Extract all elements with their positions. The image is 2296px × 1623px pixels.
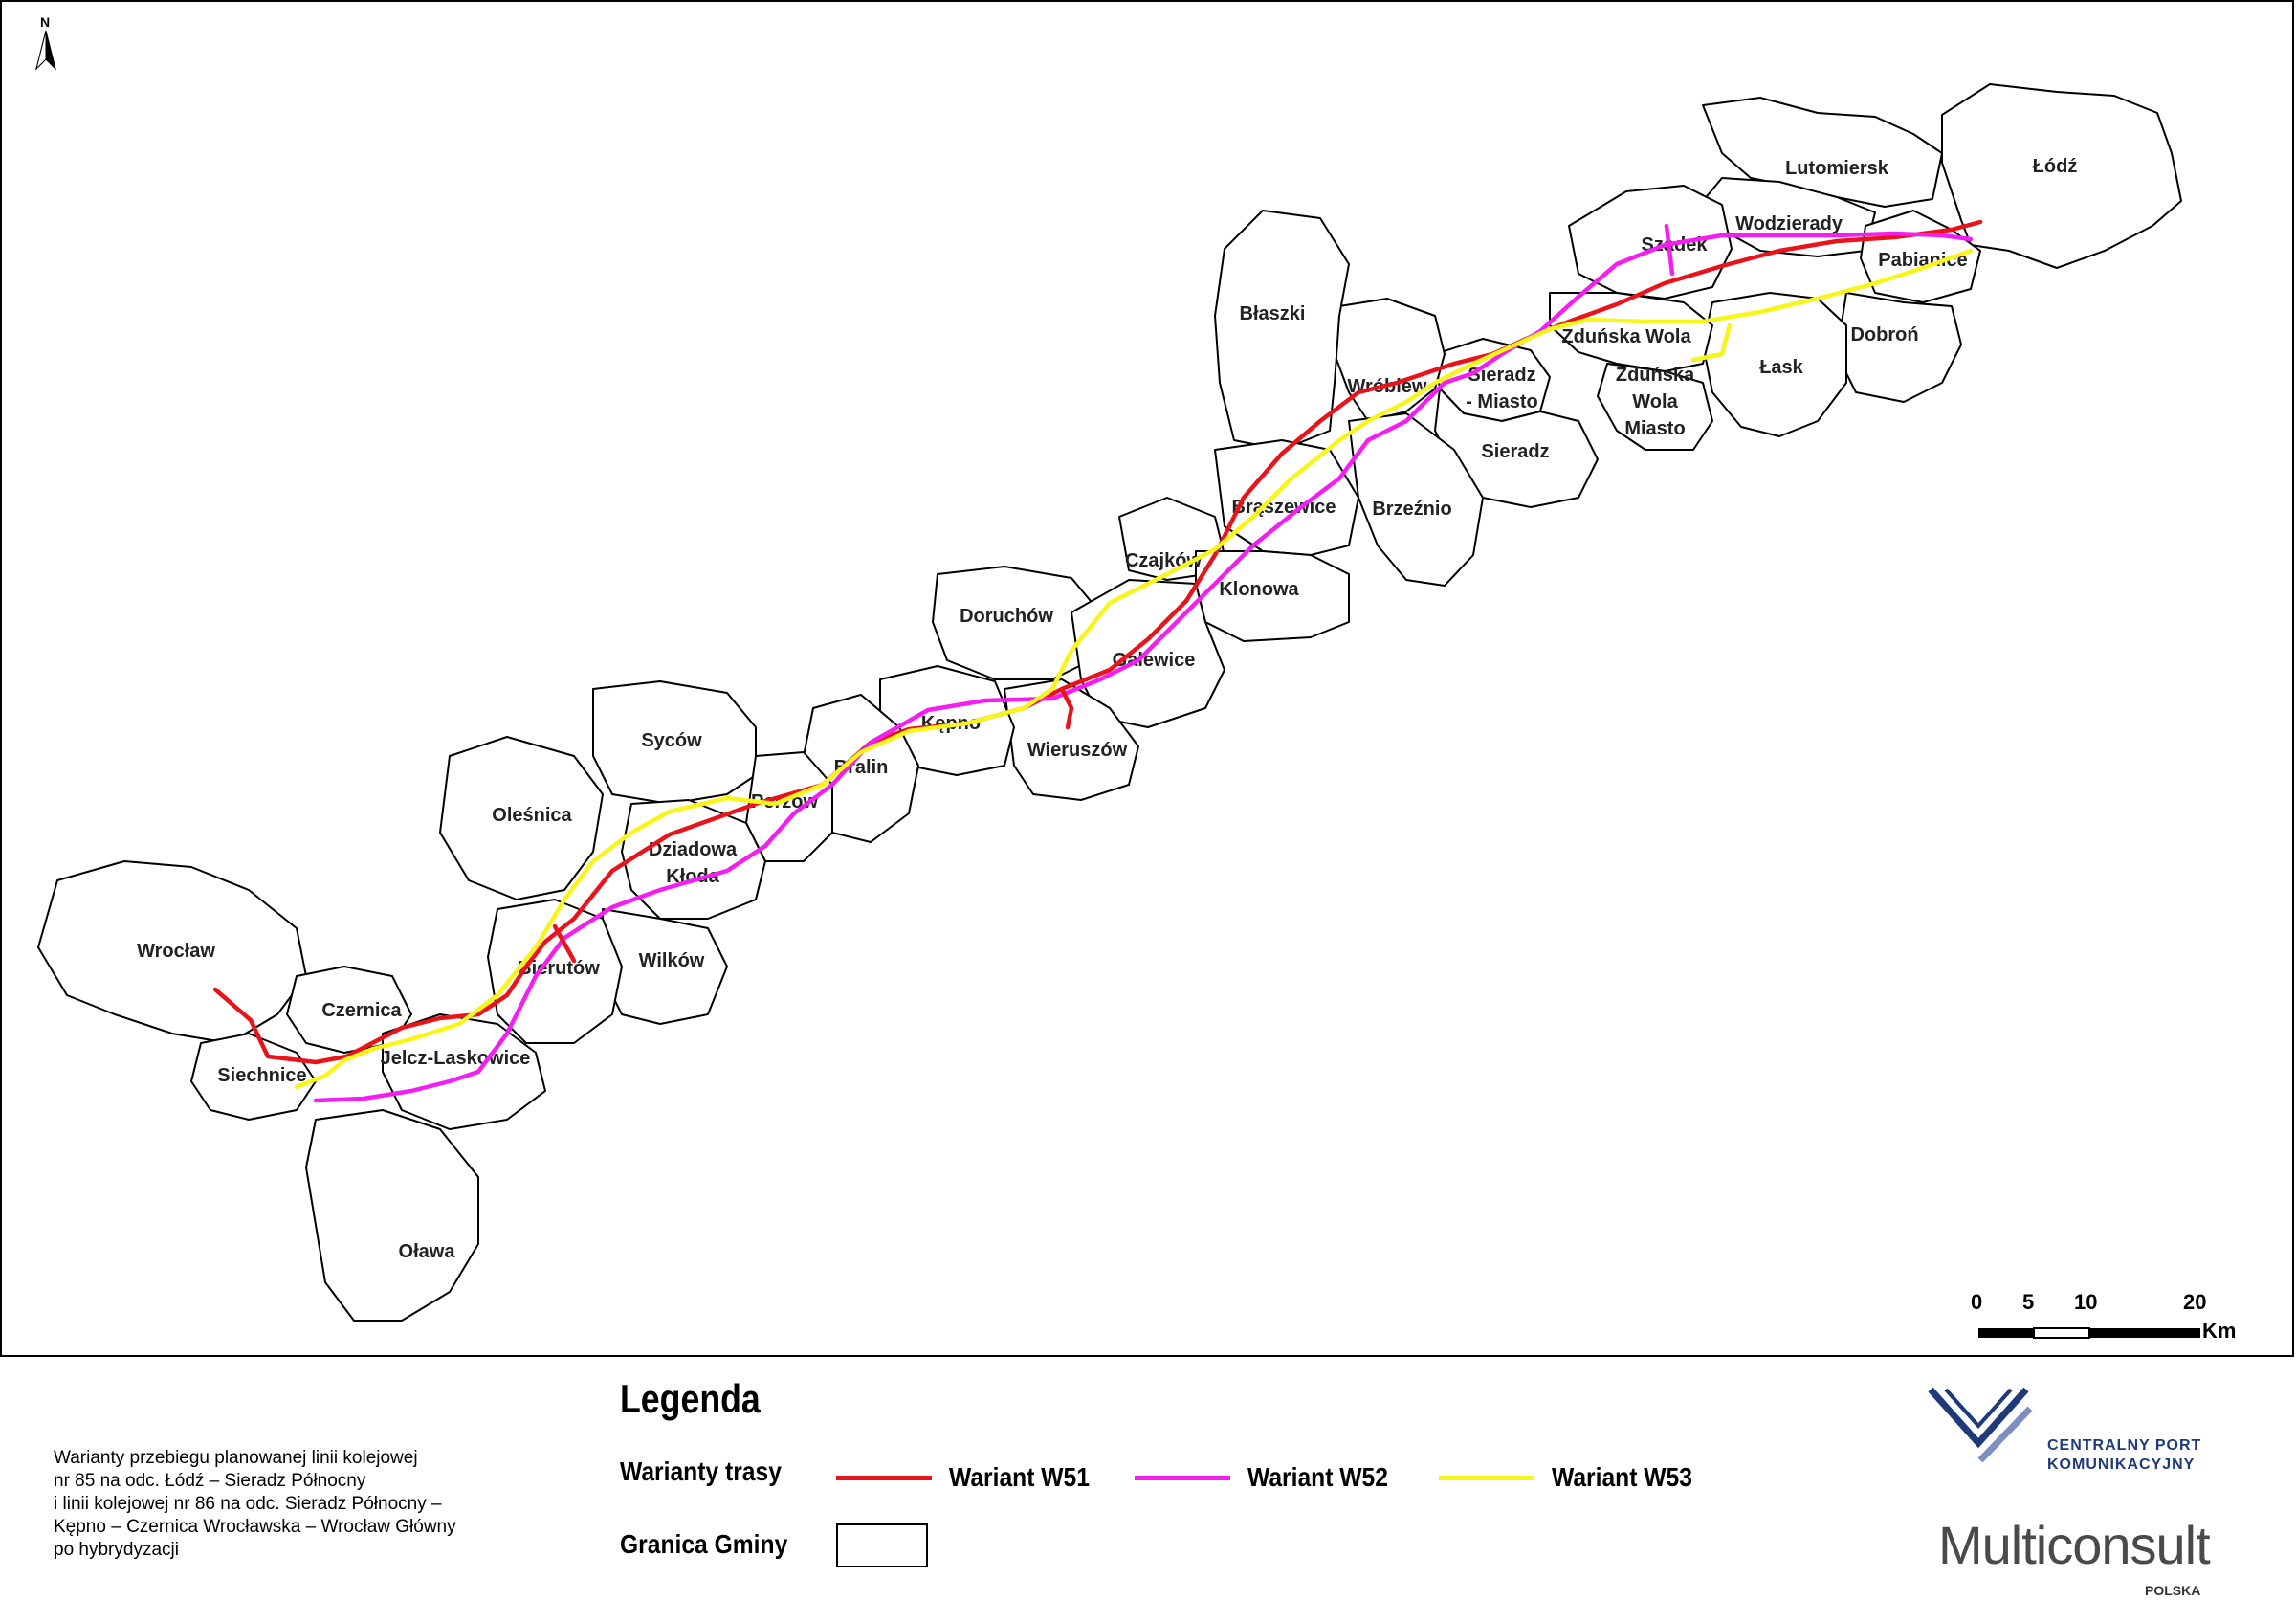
municipality-label-lutomiersk: Lutomiersk — [1785, 158, 1889, 179]
route-w52[interactable] — [313, 231, 1974, 1103]
caption-line: i linii kolejowej nr 86 na odc. Sieradz … — [54, 1494, 442, 1514]
route-w53[interactable] — [294, 248, 1974, 1090]
municipality-lask[interactable] — [1702, 292, 1847, 437]
scale-bar-graphic — [1978, 1327, 2200, 1339]
municipality-labels: ŁódźLutomierskWodzieradySzadekPabianiceD… — [137, 156, 2077, 1262]
legend-swatch-w51 — [836, 1475, 932, 1480]
scale-tick-0: 0 — [1971, 1290, 1983, 1314]
municipality-dobron[interactable] — [1836, 292, 1962, 403]
municipality-lutomiersk[interactable] — [1702, 97, 1943, 208]
municipality-label-olesnica: Oleśnica — [492, 805, 572, 826]
scale-tick-20: 20 — [2183, 1290, 2207, 1314]
north-arrow-icon: N — [35, 14, 56, 71]
map-caption: Warianty przebiegu planowanej linii kole… — [54, 1447, 551, 1562]
municipality-label-sieradz_miasto: Sieradz - Miasto — [1466, 365, 1538, 412]
municipality-label-czernica: Czernica — [321, 1000, 402, 1021]
municipality-doruchow[interactable] — [932, 566, 1101, 680]
municipality-label-lodz: Łódź — [2033, 156, 2078, 177]
municipality-brzeznio[interactable] — [1348, 412, 1484, 587]
municipality-label-lask: Łask — [1759, 357, 1803, 378]
cpk-logo-icon — [1928, 1387, 2033, 1463]
municipality-label-dziadowa_kloda: Dziadowa Kłoda — [649, 839, 738, 887]
legend-swatch-w52 — [1135, 1475, 1230, 1480]
north-label: N — [40, 14, 50, 30]
municipality-label-zdunska_wola_miasto: Zduńska Wola Miasto — [1616, 365, 1695, 439]
municipality-wroclaw[interactable] — [37, 860, 307, 1044]
legend-title: Legenda — [620, 1376, 761, 1421]
legend-swatch-w53 — [1439, 1475, 1534, 1480]
municipality-label-blaszki: Błaszki — [1240, 303, 1306, 324]
municipality-label-dobron: Dobroń — [1850, 324, 1918, 345]
map-canvas[interactable]: ŁódźLutomierskWodzieradySzadekPabianiceD… — [0, 0, 2296, 1357]
legend-item-label: Wariant W51 — [949, 1462, 1090, 1492]
legend-routes-label: Warianty trasy — [620, 1456, 782, 1486]
route-w52-spur — [1664, 223, 1675, 277]
caption-line: po hybrydyzacji — [54, 1540, 179, 1560]
legend-item-label: Wariant W52 — [1247, 1462, 1388, 1492]
route-w51-spur — [552, 923, 577, 964]
municipality-brzeszewice[interactable] — [1214, 439, 1359, 556]
scale-tick-10: 10 — [2074, 1290, 2098, 1314]
municipality-label-jelcz: Jelcz-Laskowice — [381, 1048, 531, 1069]
municipality-label-brzeszewice: Brąszewice — [1232, 497, 1336, 518]
municipality-siechnice[interactable] — [190, 1033, 317, 1121]
municipality-zdunska_wola_miasto[interactable] — [1597, 363, 1713, 451]
cpk-name-line1: CENTRALNY PORT — [2047, 1437, 2202, 1454]
routes-layer — [212, 219, 1983, 1103]
municipality-label-wroclaw: Wrocław — [137, 941, 215, 962]
municipality-label-doruchow: Doruchów — [960, 606, 1053, 627]
legend-item-label: Wariant W53 — [1552, 1462, 1692, 1492]
municipality-label-brzeznio: Brzeźnio — [1372, 499, 1451, 520]
legend-border-swatch — [836, 1523, 928, 1567]
municipality-wroblew[interactable] — [1334, 298, 1446, 422]
municipality-label-sieradz: Sieradz — [1481, 441, 1549, 462]
route-w53-spur — [1690, 322, 1733, 363]
municipality-olawa[interactable] — [305, 1109, 479, 1322]
municipality-label-syców: Syców — [641, 730, 702, 751]
scale-tick-5: 5 — [2022, 1290, 2035, 1314]
route-w51-spur-2 — [1059, 686, 1074, 730]
municipality-label-klonowa: Klonowa — [1219, 579, 1299, 600]
multiconsult-sub: POLSKA — [2145, 1583, 2201, 1598]
north-arrow: N — [27, 13, 65, 79]
legend-item-w52: Wariant W52 — [1135, 1458, 1407, 1497]
municipality-label-zdunska_wola: Zduńska Wola — [1561, 326, 1691, 347]
municipality-label-wilkow: Wilków — [639, 950, 705, 971]
legend-item-w51: Wariant W51 — [836, 1458, 1109, 1497]
municipality-syców[interactable] — [592, 680, 757, 805]
municipality-layer — [37, 83, 2182, 1322]
municipality-label-olawa: Oława — [399, 1241, 456, 1262]
cpk-name-line2: KOMUNIKACYJNY — [2047, 1456, 2196, 1473]
route-w51[interactable] — [212, 219, 1983, 1065]
legend-border-label: Granica Gminy — [620, 1529, 788, 1559]
municipality-olesnica[interactable] — [439, 736, 604, 900]
legend-item-w53: Wariant W53 — [1439, 1458, 1711, 1497]
municipality-label-siechnice: Siechnice — [217, 1065, 306, 1086]
municipality-label-wodzierady: Wodzierady — [1735, 213, 1843, 234]
municipality-lodz[interactable] — [1941, 83, 2182, 269]
municipality-label-pabianice: Pabianice — [1878, 250, 1967, 271]
multiconsult-logo: Multiconsult — [1938, 1515, 2211, 1575]
caption-line: Kępno – Czernica Wrocławska – Wrocław Gł… — [54, 1517, 456, 1537]
municipality-label-galewice: Galewice — [1113, 650, 1196, 671]
caption-line: Warianty przebiegu planowanej linii kole… — [54, 1448, 418, 1468]
caption-line: nr 85 na odc. Łódź – Sieradz Północny — [54, 1471, 366, 1491]
scale-unit: Km — [2202, 1319, 2237, 1343]
municipality-blaszki[interactable] — [1214, 210, 1350, 451]
municipality-label-wieruszow: Wieruszów — [1027, 740, 1128, 761]
